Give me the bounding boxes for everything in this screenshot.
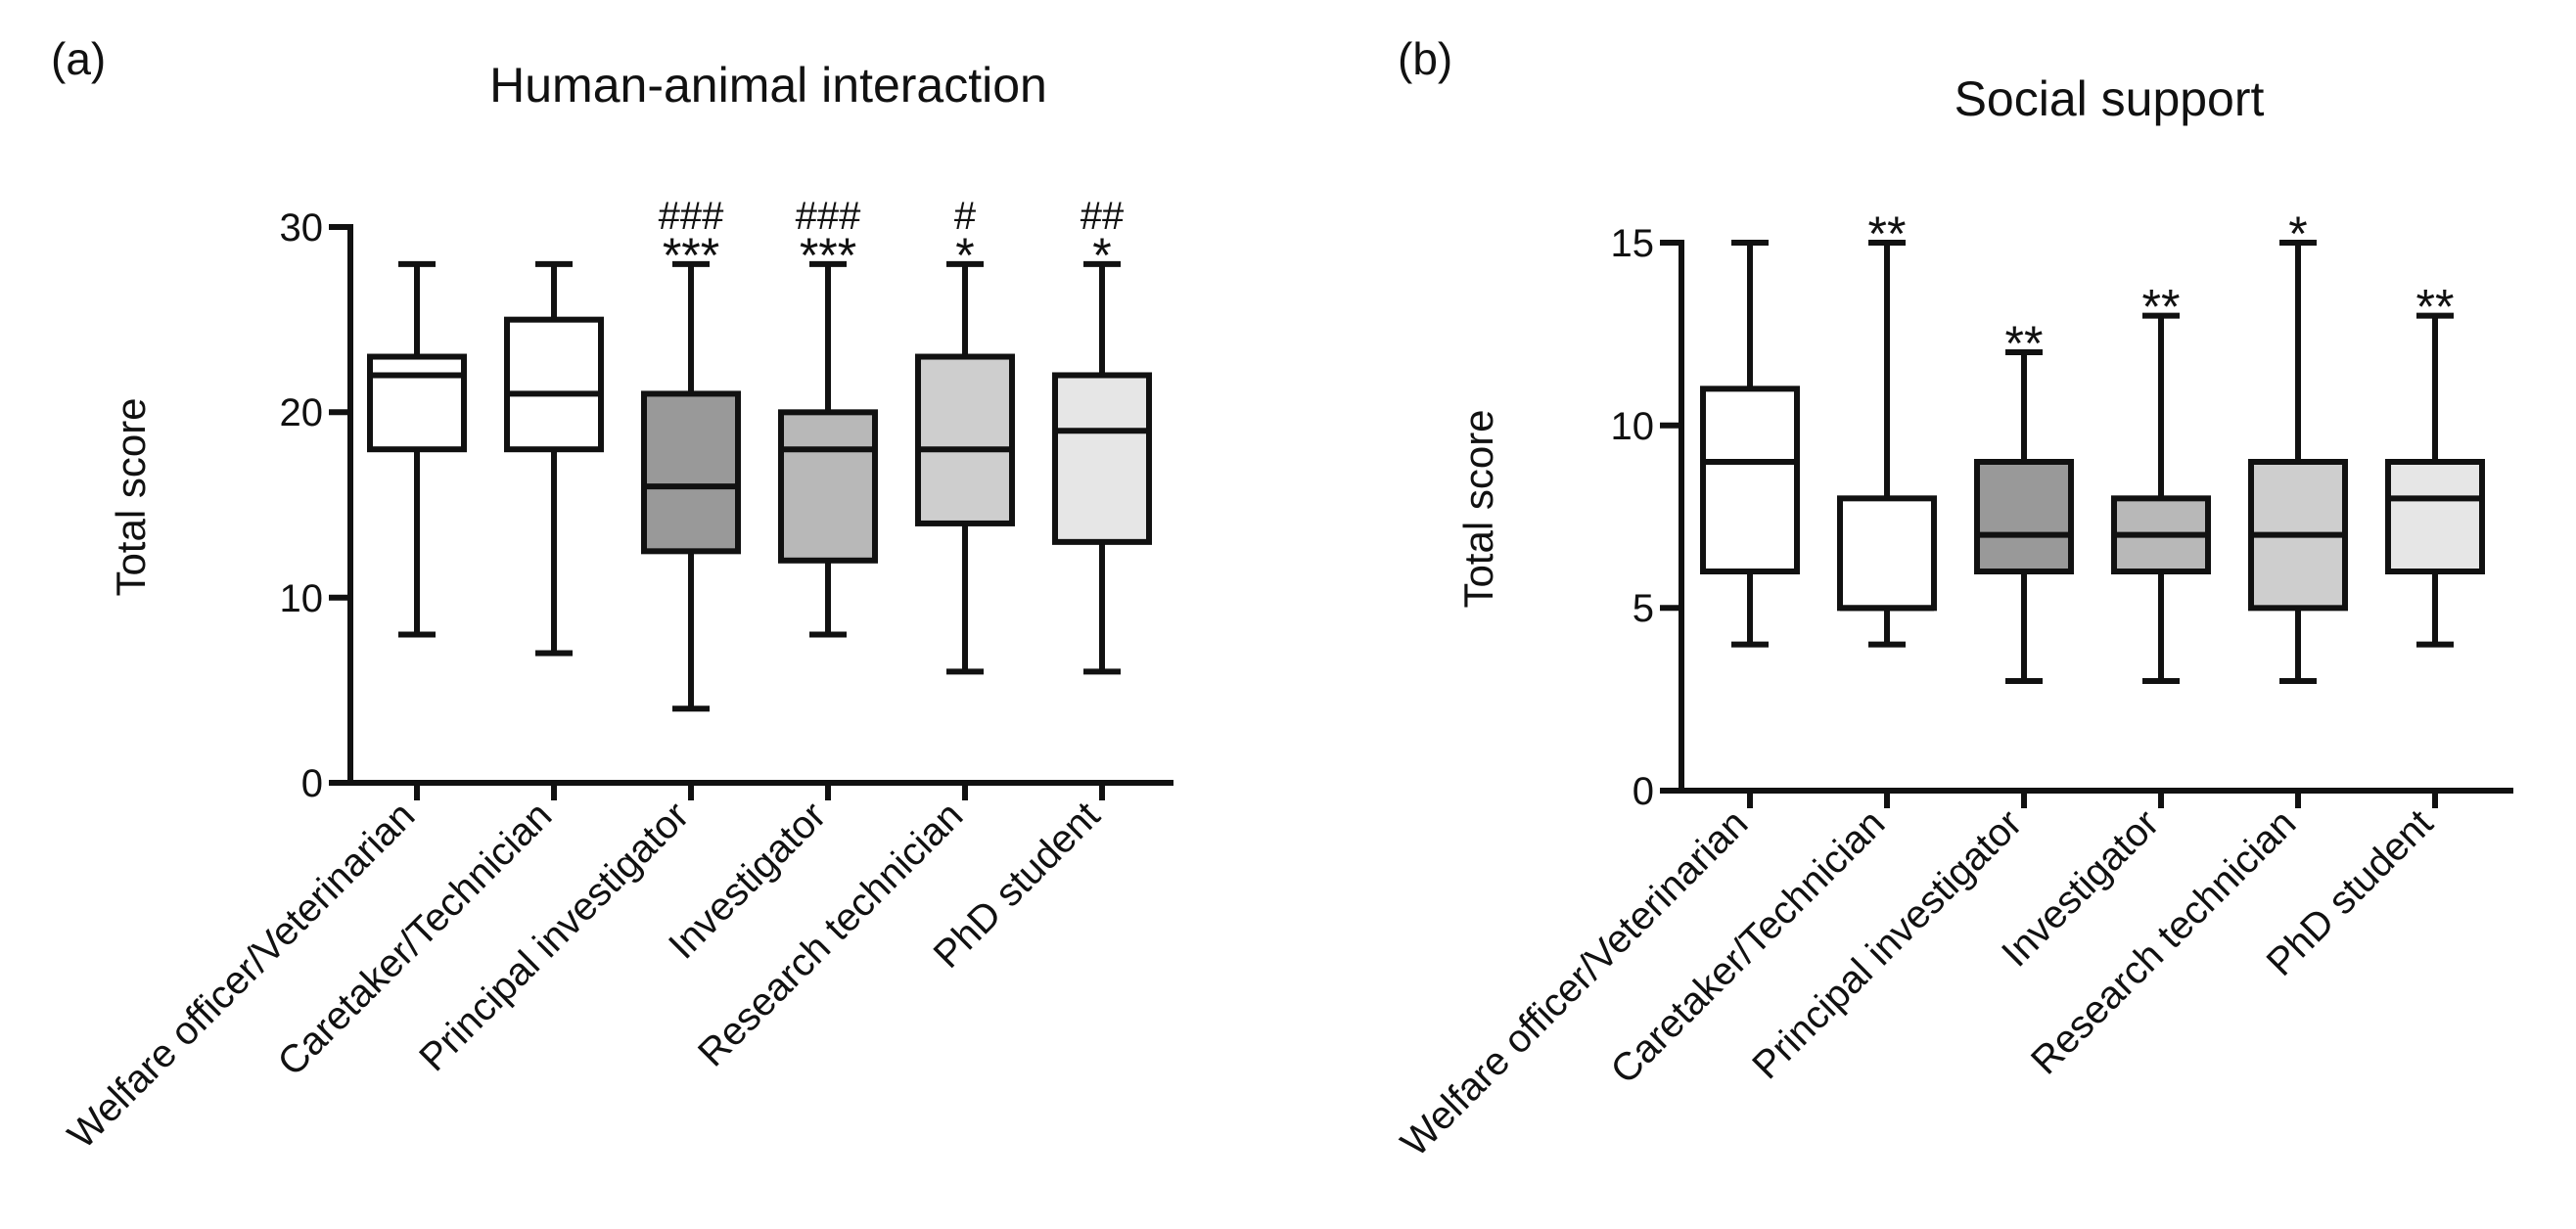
- y-axis-label-b: Total score: [1455, 409, 1501, 608]
- y-ticks-b: 0 5 10 15: [1611, 222, 1681, 813]
- sig-hash-a-2: ###: [659, 195, 724, 238]
- sig-stars-a-4: *: [955, 228, 974, 283]
- box-b-0: [1700, 386, 1800, 575]
- sig-stars-a-2: ***: [663, 228, 719, 283]
- box-b-5: [2385, 459, 2485, 574]
- y-axis-label-a: Total score: [108, 397, 154, 596]
- sig-hash-a-4: #: [954, 195, 977, 238]
- x-tick-label-b-1: Caretaker/Technician: [1603, 801, 1894, 1092]
- x-tick-label-b-2: Principal investigator: [1744, 801, 2030, 1087]
- y-ticks-a: 0 10 20 30: [280, 206, 350, 805]
- x-ticks-a: Welfare officer/VeterinarianCaretaker/Te…: [60, 783, 1108, 1157]
- panel-b: (b) Social support Total score 0 5 10 15…: [1393, 33, 2513, 1164]
- box-b-2: [1974, 459, 2074, 574]
- x-ticks-b: Welfare officer/VeterinarianCaretaker/Te…: [1393, 791, 2441, 1164]
- boxes-b: *********: [1700, 206, 2485, 684]
- x-tick-label-a-2: Principal investigator: [411, 794, 697, 1079]
- sig-stars-b-5: **: [2416, 280, 2455, 335]
- panel-label-a: (a): [51, 33, 106, 84]
- x-tick-label-b-4: Research technician: [2023, 801, 2304, 1082]
- box-a-3: [778, 409, 878, 564]
- y-tick-label-a-2: 20: [280, 391, 324, 434]
- sig-stars-b-1: **: [1868, 206, 1907, 261]
- sig-stars-b-2: **: [2005, 316, 2044, 371]
- y-tick-label-b-1: 5: [1633, 587, 1654, 630]
- box-a-5: [1052, 372, 1152, 545]
- box-a-2: [641, 390, 741, 555]
- x-tick-label-a-1: Caretaker/Technician: [270, 794, 561, 1084]
- x-tick-label-a-4: Research technician: [690, 794, 971, 1074]
- sig-stars-b-4: *: [2288, 206, 2307, 261]
- chart-title-a: Human-animal interaction: [489, 58, 1047, 113]
- sig-hash-a-3: ###: [796, 195, 861, 238]
- sig-hash-a-5: ##: [1081, 195, 1125, 238]
- box-a-4: [915, 353, 1015, 526]
- chart-title-b: Social support: [1955, 71, 2265, 126]
- y-tick-label-b-2: 10: [1611, 405, 1655, 448]
- panel-label-b: (b): [1398, 33, 1452, 84]
- y-tick-label-b-3: 15: [1611, 222, 1655, 265]
- panel-a: (a) Human-animal interaction Total score…: [51, 33, 1173, 1157]
- box-b-1: [1837, 495, 1937, 612]
- y-tick-label-a-1: 10: [280, 577, 324, 620]
- boxes-a: ***###***###*#*##: [367, 195, 1152, 712]
- y-tick-label-a-3: 30: [280, 206, 324, 250]
- sig-stars-a-5: *: [1092, 228, 1111, 283]
- sig-stars-a-3: ***: [800, 228, 856, 283]
- box-a-1: [504, 316, 604, 453]
- y-tick-label-a-0: 0: [301, 762, 323, 805]
- sig-stars-b-3: **: [2142, 280, 2181, 335]
- box-a-0: [367, 353, 467, 453]
- y-tick-label-b-0: 0: [1633, 770, 1654, 813]
